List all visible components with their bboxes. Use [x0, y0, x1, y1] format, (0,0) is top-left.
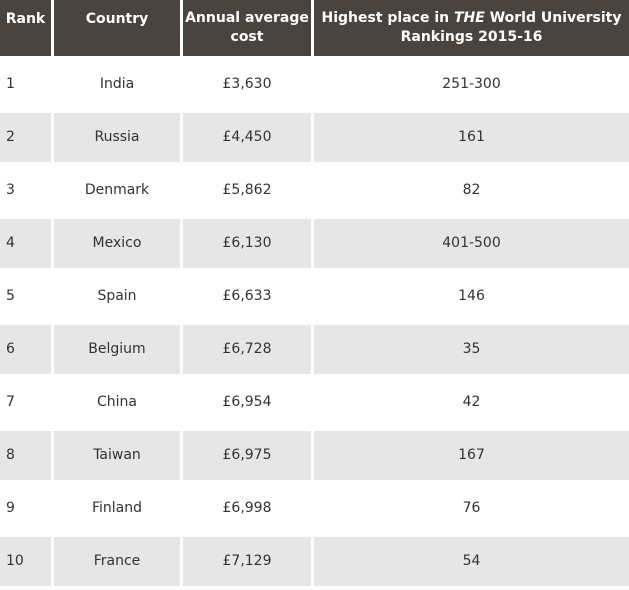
cell-place: 76: [314, 484, 629, 537]
cell-country: Finland: [54, 484, 183, 537]
cell-country: Belgium: [54, 325, 183, 378]
cell-place: 54: [314, 537, 629, 590]
cell-rank: 6: [0, 325, 54, 378]
cell-rank: 2: [0, 113, 54, 166]
cell-country: India: [54, 60, 183, 113]
cell-rank: 9: [0, 484, 54, 537]
cell-cost: £6,975: [183, 431, 314, 484]
cell-place: 161: [314, 113, 629, 166]
header-rank: Rank: [0, 0, 54, 60]
cell-cost: £6,130: [183, 219, 314, 272]
cell-place: 35: [314, 325, 629, 378]
cell-place: 251-300: [314, 60, 629, 113]
cell-cost: £5,862: [183, 166, 314, 219]
cell-rank: 7: [0, 378, 54, 431]
cell-country: Spain: [54, 272, 183, 325]
cell-rank: 1: [0, 60, 54, 113]
header-country: Country: [54, 0, 183, 60]
cell-country: China: [54, 378, 183, 431]
cell-rank: 8: [0, 431, 54, 484]
cell-cost: £3,630: [183, 60, 314, 113]
cell-place: 146: [314, 272, 629, 325]
header-highest-place: Highest place in THE World University Ra…: [314, 0, 629, 60]
cell-cost: £6,954: [183, 378, 314, 431]
cell-cost: £7,129: [183, 537, 314, 590]
header-highest-place-the: THE: [453, 10, 485, 27]
cell-country: Denmark: [54, 166, 183, 219]
cell-cost: £6,998: [183, 484, 314, 537]
header-highest-place-post: World University Rankings 2015-16: [400, 10, 622, 45]
cell-rank: 4: [0, 219, 54, 272]
cell-place: 401-500: [314, 219, 629, 272]
cell-country: Russia: [54, 113, 183, 166]
header-cost: Annual average cost: [183, 0, 314, 60]
cell-rank: 5: [0, 272, 54, 325]
cell-cost: £4,450: [183, 113, 314, 166]
cell-cost: £6,728: [183, 325, 314, 378]
cell-rank: 10: [0, 537, 54, 590]
cell-country: France: [54, 537, 183, 590]
cell-place: 167: [314, 431, 629, 484]
header-highest-place-pre: Highest place in: [321, 10, 454, 27]
cell-place: 82: [314, 166, 629, 219]
cell-cost: £6,633: [183, 272, 314, 325]
cell-rank: 3: [0, 166, 54, 219]
cell-place: 42: [314, 378, 629, 431]
cell-country: Taiwan: [54, 431, 183, 484]
cell-country: Mexico: [54, 219, 183, 272]
